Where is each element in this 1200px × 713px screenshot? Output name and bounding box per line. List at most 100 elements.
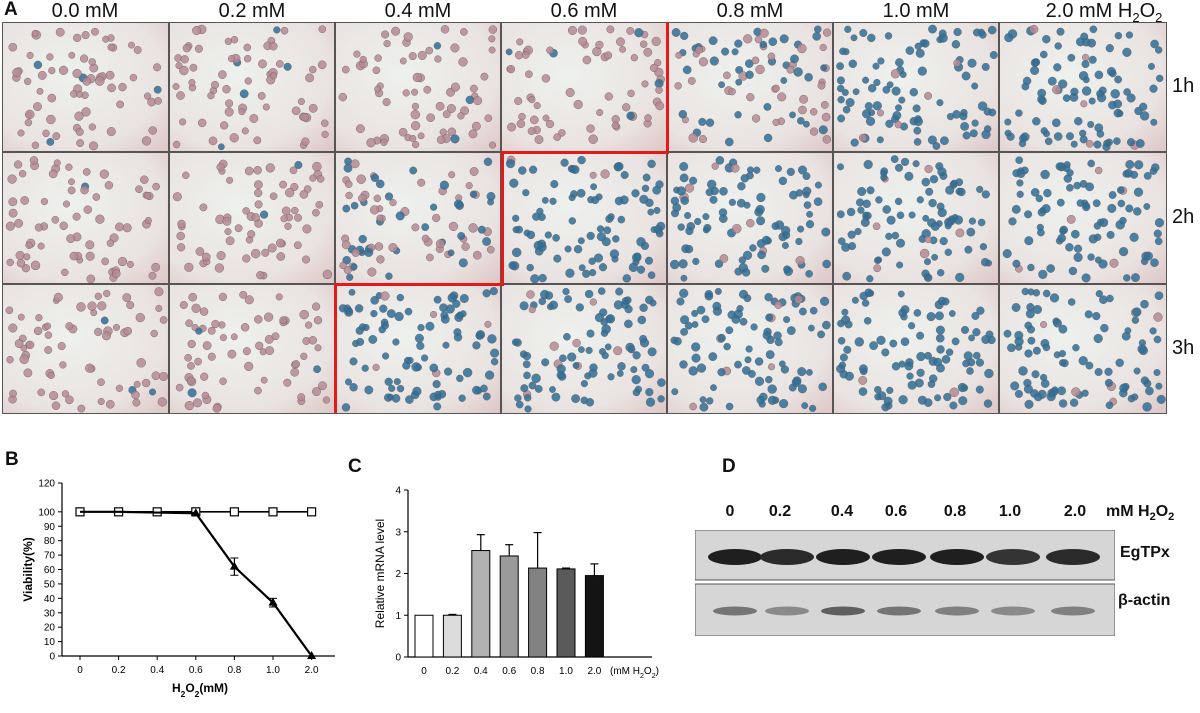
cell-dot: [852, 88, 860, 96]
cell-dot: [725, 402, 734, 411]
cell-dot: [226, 176, 234, 184]
cell-dot: [450, 43, 460, 53]
cell-dot: [678, 109, 688, 119]
cell-dot: [617, 215, 626, 224]
cell-dot: [630, 366, 638, 374]
blot-band: [1051, 606, 1095, 616]
cell-dot: [435, 239, 445, 249]
cell-dot: [312, 161, 322, 172]
cell-dot: [897, 290, 905, 298]
cell-dot: [530, 274, 540, 283]
cell-dot: [534, 135, 544, 145]
cell-dot: [1010, 381, 1020, 391]
cell-dot: [402, 361, 411, 370]
cell-dot: [1057, 233, 1067, 243]
panel-c-letter: C: [348, 456, 362, 477]
cell-dot: [112, 269, 121, 278]
cell-dot: [37, 388, 46, 397]
cell-dot: [556, 370, 566, 380]
cell-dot: [465, 182, 473, 190]
cell-dot: [883, 396, 893, 406]
cell-dot: [65, 322, 74, 330]
cell-dot: [405, 395, 414, 404]
cell-dot: [394, 311, 404, 322]
cell-dot: [723, 342, 731, 351]
cell-dot: [936, 345, 945, 354]
cell-dot: [485, 370, 495, 380]
cell-dot: [684, 321, 693, 330]
cell-dot: [1092, 199, 1101, 208]
cell-dot: [255, 341, 264, 350]
cell-dot: [949, 387, 959, 398]
cell-dot: [104, 181, 114, 190]
blot-band: [713, 606, 757, 616]
cell-dot: [851, 296, 859, 304]
blot-band: [877, 606, 921, 616]
cell-dot: [563, 333, 571, 341]
cell-dot: [1058, 399, 1068, 408]
cell-dot: [732, 223, 742, 234]
cell-dot: [1024, 210, 1033, 219]
cell-dot: [723, 71, 731, 80]
cell-dot: [989, 51, 998, 60]
cell-dot: [1133, 187, 1144, 197]
cell-dot: [528, 96, 536, 104]
y-tick-label: 30: [44, 608, 56, 619]
cell-dot: [1030, 66, 1040, 76]
cell-dot: [699, 396, 707, 404]
cell-dot: [47, 371, 55, 380]
cell-dot: [386, 309, 396, 319]
cell-dot: [613, 346, 623, 356]
cell-dot: [750, 323, 758, 331]
cell-dot: [1082, 76, 1090, 84]
cell-dot: [429, 363, 439, 373]
cell-dot: [1070, 87, 1079, 96]
y-tick-label: 0: [395, 653, 401, 664]
cell-dot: [718, 208, 728, 217]
cell-dot: [1115, 358, 1124, 368]
y-tick-label: 1: [395, 611, 401, 622]
cell-dot: [276, 238, 285, 248]
cell-dot: [924, 235, 932, 244]
cell-dot: [1024, 399, 1034, 409]
cell-dot: [95, 76, 105, 86]
cell-dot: [534, 385, 543, 393]
cell-dot: [671, 388, 679, 396]
cell-dot: [578, 264, 586, 272]
y-tick-label: 50: [44, 579, 56, 590]
cell-dot: [1042, 289, 1051, 298]
cell-dot: [944, 222, 952, 230]
cell-dot: [836, 210, 845, 219]
y-tick-label: 60: [44, 565, 56, 576]
cell-dot: [97, 397, 105, 405]
cell-dot: [943, 392, 952, 402]
blot-lane-label: 0.6: [884, 503, 908, 520]
cell-dot: [94, 292, 102, 300]
cell-dot: [577, 25, 587, 35]
cell-dot: [842, 105, 851, 114]
cell-dot: [1072, 344, 1080, 352]
cell-dot: [144, 92, 152, 100]
cell-dot: [349, 383, 358, 392]
cell-dot: [882, 85, 891, 94]
cell-dot: [359, 55, 367, 64]
cell-dot: [1062, 94, 1071, 102]
cell-dot: [746, 218, 755, 228]
cell-dot: [1127, 138, 1136, 147]
concentration-label: 0.6 mM: [550, 0, 618, 22]
threshold-boundary-line: [334, 283, 337, 413]
cell-dot: [505, 159, 516, 169]
cell-dot: [122, 293, 132, 303]
cell-dot: [759, 40, 768, 49]
cell-dot: [411, 140, 420, 149]
cell-dot: [85, 251, 95, 261]
cell-dot: [706, 397, 714, 405]
cell-dot: [960, 325, 969, 334]
cell-dot: [948, 310, 956, 317]
cell-dot: [484, 320, 492, 328]
cell-dot: [802, 191, 810, 199]
cell-dot: [705, 188, 714, 197]
cell-dot: [1124, 168, 1134, 178]
cell-dot: [421, 223, 430, 232]
cell-dot: [580, 396, 589, 405]
